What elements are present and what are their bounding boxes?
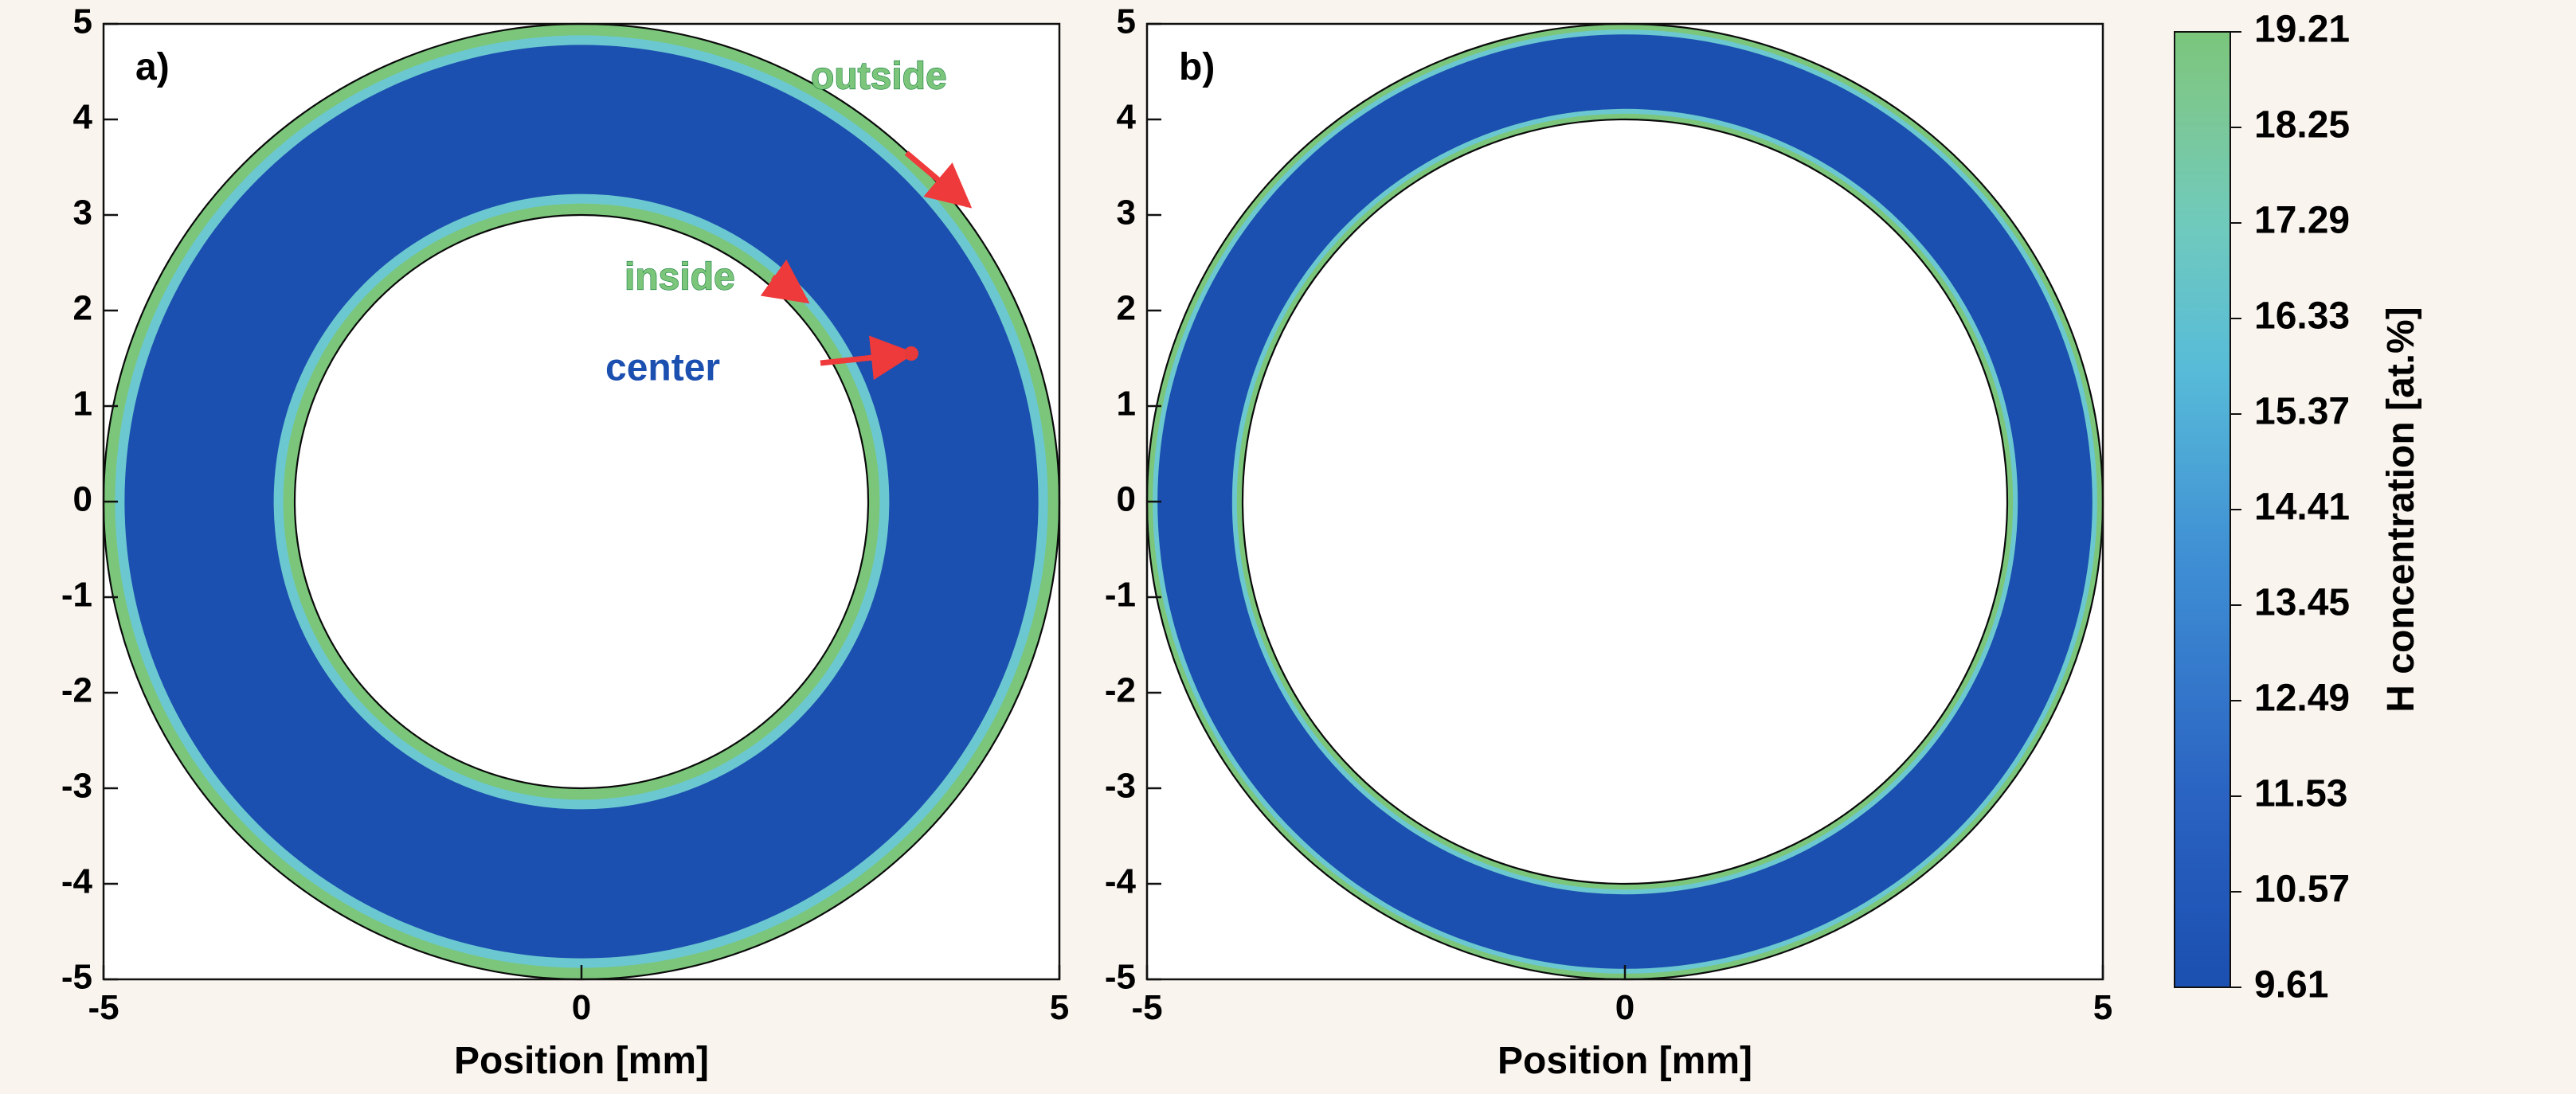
colorbar-tick-label: 18.25 (2254, 104, 2350, 147)
x-tick-label: 5 (2093, 988, 2112, 1027)
y-tick-label: -2 (61, 671, 92, 710)
x-tick-label: 0 (1615, 988, 1634, 1027)
panel-b: -5-4-3-2-1012345-505Position [mm]b) (1105, 2, 2112, 1082)
colorbar-tick-label: 12.49 (2254, 678, 2350, 720)
y-tick-label: -3 (61, 767, 92, 806)
y-tick-label: -1 (1105, 576, 1136, 615)
colorbar-tick-label: 13.45 (2254, 582, 2350, 624)
panel-tag: a) (135, 46, 170, 88)
panel-tag: b) (1179, 46, 1215, 88)
annotation-center-label: center (605, 347, 720, 389)
x-tick-label: 5 (1050, 988, 1069, 1027)
y-tick-label: 3 (73, 193, 92, 232)
y-tick-label: -2 (1105, 671, 1136, 710)
colorbar-tick-label: 11.53 (2254, 773, 2347, 815)
colorbar-tick-label: 15.37 (2254, 391, 2350, 433)
y-tick-label: 2 (73, 289, 92, 328)
y-tick-label: 1 (1117, 385, 1136, 424)
annotation-center-dot (904, 346, 918, 361)
y-tick-label: 5 (1117, 2, 1136, 41)
y-tick-label: -4 (61, 862, 93, 901)
y-tick-label: 4 (1117, 98, 1137, 137)
y-tick-label: 5 (73, 2, 92, 41)
colorbar: 19.21 18.25 17.29 16.33 15.37 14.41 13.45 12.49… (2175, 9, 2422, 1006)
x-tick-label: -5 (88, 988, 119, 1027)
colorbar-tick-label: 17.29 (2254, 200, 2350, 242)
x-axis-label: Position [mm] (454, 1040, 709, 1082)
colorbar-tick-label: 10.57 (2254, 869, 2350, 911)
y-tick-label: -4 (1105, 862, 1137, 901)
y-tick-label: 0 (73, 480, 92, 519)
y-tick-label: 4 (73, 98, 93, 137)
y-tick-label: 0 (1117, 480, 1136, 519)
x-tick-label: -5 (1131, 988, 1162, 1027)
ring (1147, 24, 2103, 979)
x-tick-label: 0 (572, 988, 591, 1027)
figure-svg: -5 -4 -3 -2 -1 0 1 2 3 4 5 -5 0 5 Position [mm] a) outsi… (0, 0, 2576, 1094)
colorbar-tick-label: 14.41 (2254, 486, 2350, 529)
y-tick-label: 1 (73, 385, 92, 424)
panel-a: -5-4-3-2-1012345-505Position [mm]a)outsi… (61, 2, 1069, 1082)
ring (104, 24, 1059, 979)
y-tick-label: -1 (61, 576, 92, 615)
colorbar-tick-label: 19.21 (2254, 9, 2350, 51)
colorbar-tick-label: 9.61 (2254, 964, 2328, 1006)
y-tick-label: -3 (1105, 767, 1136, 806)
annotation-inside-label: inside (624, 256, 735, 299)
y-tick-label: 3 (1117, 193, 1136, 232)
figure-root: -5 -4 -3 -2 -1 0 1 2 3 4 5 -5 0 5 Position [mm] a) outsi… (0, 0, 2576, 1094)
y-tick-label: 2 (1117, 289, 1136, 328)
colorbar-tick-label: 16.33 (2254, 295, 2350, 338)
x-axis-label: Position [mm] (1497, 1040, 1752, 1082)
colorbar-title: H concentration [at.%] (2380, 307, 2422, 712)
annotation-outside-label: outside (811, 56, 947, 98)
